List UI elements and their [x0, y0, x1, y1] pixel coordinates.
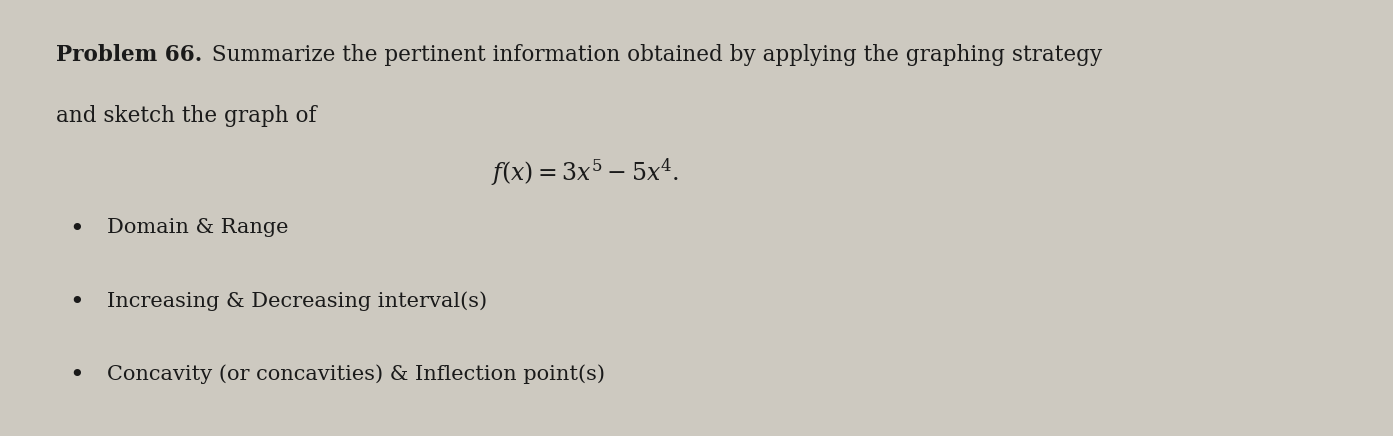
Text: Domain & Range: Domain & Range [107, 218, 288, 237]
Text: $f(x) = 3x^5 - 5x^4.$: $f(x) = 3x^5 - 5x^4.$ [492, 157, 678, 188]
Text: Summarize the pertinent information obtained by applying the graphing strategy: Summarize the pertinent information obta… [205, 44, 1102, 65]
Text: •: • [70, 364, 84, 388]
Text: Concavity (or concavities) & Inflection point(s): Concavity (or concavities) & Inflection … [107, 364, 606, 384]
Text: •: • [70, 291, 84, 314]
Text: Problem 66.: Problem 66. [56, 44, 202, 65]
Text: •: • [70, 218, 84, 241]
Text: Increasing & Decreasing interval(s): Increasing & Decreasing interval(s) [107, 291, 488, 311]
Text: and sketch the graph of: and sketch the graph of [56, 105, 316, 126]
